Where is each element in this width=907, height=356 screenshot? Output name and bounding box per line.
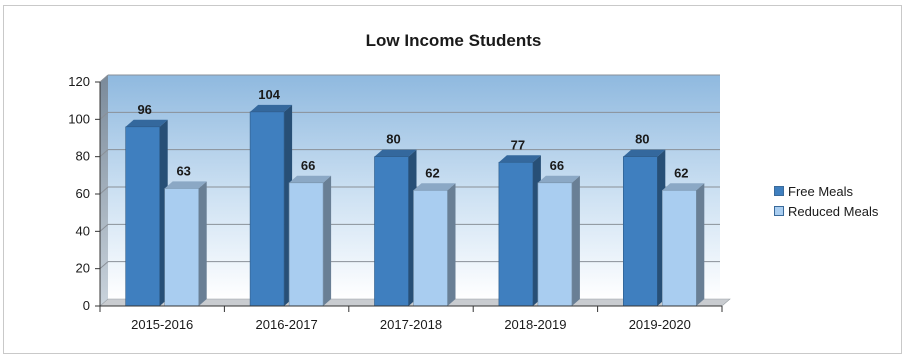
data-label: 66: [301, 158, 315, 173]
bar-top: [250, 104, 293, 112]
bar-top: [623, 149, 666, 157]
bar-top: [662, 183, 705, 191]
chart-title: Low Income Students: [365, 31, 542, 50]
x-tick-label: 2019-2020: [629, 317, 691, 332]
data-label: 62: [674, 165, 688, 180]
bar: [288, 182, 324, 307]
bar: [164, 188, 199, 307]
legend-label-reduced-meals: Reduced Meals: [788, 203, 879, 219]
y-tick-label: 20: [76, 261, 90, 276]
bar: [413, 189, 448, 307]
bar-side: [323, 175, 332, 306]
bar-side: [198, 181, 207, 306]
y-tick-label: 100: [68, 111, 90, 126]
bar-side: [696, 183, 705, 306]
bar-top: [498, 155, 541, 163]
bar-side: [571, 175, 580, 306]
legend-item-reduced-meals: Reduced Meals: [774, 201, 878, 221]
bar-top: [125, 119, 168, 127]
gridline-side: [99, 149, 109, 158]
bar-top: [374, 149, 417, 157]
gridline-side: [99, 74, 109, 83]
bar: [374, 156, 409, 307]
bar: [249, 111, 285, 307]
y-tick-label: 120: [68, 74, 90, 89]
data-label: 77: [511, 137, 525, 152]
bar-side: [447, 183, 456, 306]
data-label: 80: [386, 132, 400, 147]
bar-top: [289, 175, 332, 183]
data-label: 62: [425, 165, 439, 180]
data-label: 96: [137, 102, 151, 117]
bar-top: [413, 183, 456, 191]
gridline-side: [99, 186, 109, 195]
data-label: 104: [258, 87, 280, 102]
data-label: 80: [635, 132, 649, 147]
bar: [622, 156, 658, 307]
legend: Free Meals Reduced Meals: [774, 181, 878, 221]
gridline-side: [99, 261, 109, 270]
data-label: 66: [550, 158, 564, 173]
legend-label-free-meals: Free Meals: [788, 183, 854, 199]
y-tick-label: 0: [83, 298, 90, 313]
x-tick-label: 2018-2019: [504, 317, 566, 332]
bar: [537, 182, 573, 307]
bar-top: [164, 181, 207, 189]
x-tick-label: 2015-2016: [131, 317, 193, 332]
x-tick-label: 2016-2017: [256, 317, 318, 332]
bar-top: [537, 175, 580, 183]
y-tick-label: 80: [76, 149, 90, 164]
gridline-side: [99, 223, 109, 232]
y-tick-label: 40: [76, 223, 90, 238]
bar: [125, 126, 160, 307]
data-label: 63: [176, 163, 190, 178]
bar: [661, 189, 697, 307]
legend-swatch-free-meals: [774, 186, 784, 196]
gridline-side: [99, 111, 109, 120]
y-tick-label: 60: [76, 186, 90, 201]
bar: [498, 161, 534, 307]
x-tick-label: 2017-2018: [380, 317, 442, 332]
legend-item-free-meals: Free Meals: [774, 181, 878, 201]
legend-swatch-reduced-meals: [774, 206, 784, 216]
